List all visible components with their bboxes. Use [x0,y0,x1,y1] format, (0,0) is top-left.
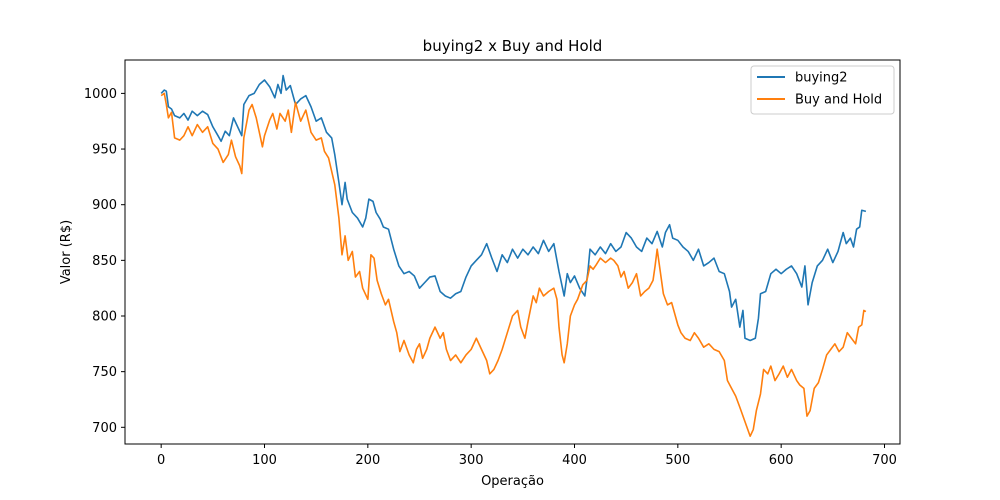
chart-title: buying2 x Buy and Hold [423,37,603,55]
x-tick-label: 100 [252,453,277,468]
x-tick-label: 600 [769,453,794,468]
y-tick-label: 950 [92,143,117,158]
series-line-2 [160,92,867,438]
plot-frame [124,59,901,445]
series-line-1 [160,74,867,342]
y-tick-label: 1000 [84,87,117,102]
x-tick-label: 200 [355,453,380,468]
y-tick-label: 700 [92,421,117,436]
legend-label-2: Buy and Hold [795,93,882,108]
x-tick-label: 400 [562,453,587,468]
y-axis-ticks: 700 750 800 850 900 950 1000 [84,87,125,436]
plot-lines [160,74,867,438]
legend-box [750,65,895,115]
x-axis-label: Operação [481,474,544,489]
legend-label-1: buying2 [795,71,848,86]
x-tick-label: 0 [157,453,165,468]
x-tick-label: 500 [665,453,690,468]
y-tick-label: 800 [92,310,117,325]
x-tick-label: 700 [872,453,897,468]
legend: buying2 Buy and Hold [750,65,895,115]
y-tick-label: 850 [92,254,117,269]
y-tick-label: 750 [92,365,117,380]
x-axis-ticks: 0 100 200 300 400 500 600 700 [157,444,897,468]
x-tick-label: 300 [459,453,484,468]
y-tick-label: 900 [92,198,117,213]
y-axis-label: Valor (R$) [59,220,74,284]
